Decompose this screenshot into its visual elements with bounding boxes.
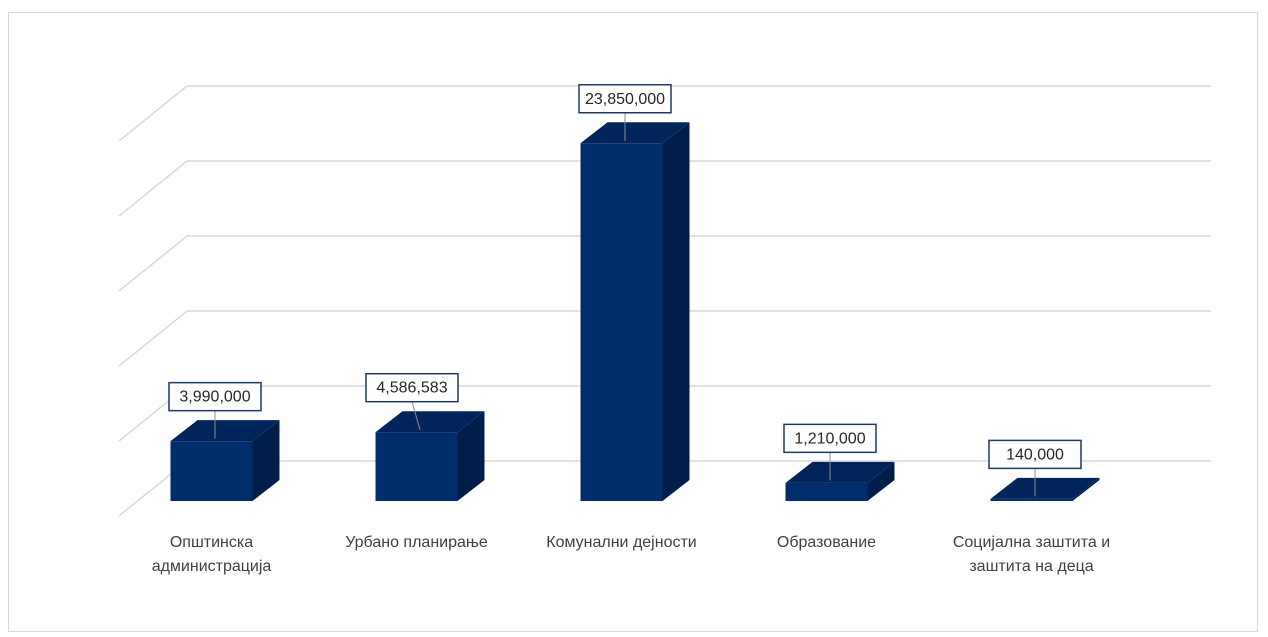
bar-front [580, 143, 663, 501]
data-label-box [988, 439, 1082, 470]
category-label: Урбано планирање [345, 534, 488, 551]
category-label: Општинска администрација [152, 534, 272, 575]
category-label: Образование [777, 534, 876, 551]
gridline-depth [118, 310, 188, 367]
bar [785, 461, 895, 501]
bar-chart: 3,990,000 4,586,583 23,850,000 1,210,000 140… [118, 84, 1211, 575]
bar-side [457, 411, 485, 501]
gridline-depth [118, 160, 188, 217]
bar-top [580, 122, 690, 144]
bar-top [990, 477, 1100, 499]
category-label: Комунални дејности [546, 534, 696, 551]
data-label-box [365, 372, 459, 403]
data-label-box [783, 423, 877, 454]
bar-front [170, 441, 253, 501]
category-label-line: Урбано планирање [345, 534, 488, 551]
data-label: 3,990,000 [168, 381, 262, 412]
data-label-value: 3,990,000 [179, 389, 250, 406]
chart-frame: 3,990,000 4,586,583 23,850,000 1,210,000 140… [8, 12, 1258, 632]
bar-top [170, 420, 280, 442]
data-label-box [578, 84, 672, 114]
leader-line [411, 401, 421, 430]
category-label-line: Образование [777, 534, 876, 551]
category-label: Социјална заштита и заштита на деца [953, 534, 1110, 575]
category-label-line: администрација [152, 558, 272, 575]
category-label-line: заштита на деца [969, 558, 1093, 575]
category-labels: Општинска администрација Урбано планирање К… [152, 534, 1110, 575]
leader-lines [214, 112, 1036, 497]
data-label-value: 140,000 [1006, 446, 1064, 463]
data-label-box [168, 381, 262, 412]
data-label-value: 4,586,583 [376, 380, 447, 397]
bar-front [990, 498, 1073, 501]
bar-front [375, 432, 458, 501]
gridlines [118, 85, 1211, 517]
bar [990, 477, 1100, 501]
bar-front [785, 482, 868, 501]
bars [170, 122, 1100, 501]
bar-side [662, 122, 690, 501]
data-label: 140,000 [988, 439, 1082, 470]
gridline-depth [118, 235, 188, 292]
bar [580, 122, 690, 501]
category-label-line: Општинска [170, 534, 253, 551]
data-label: 1,210,000 [783, 423, 877, 454]
data-label-value: 23,850,000 [585, 91, 665, 108]
bar-top [785, 461, 895, 483]
data-label-value: 1,210,000 [794, 430, 865, 447]
bar-side [867, 461, 895, 501]
data-labels: 3,990,000 4,586,583 23,850,000 1,210,000 140… [168, 84, 1082, 470]
bar-side [252, 420, 280, 501]
data-label: 4,586,583 [365, 372, 459, 403]
category-label-line: Комунални дејности [546, 534, 696, 551]
category-label-line: Социјална заштита и [953, 534, 1110, 551]
bar-top [375, 411, 485, 433]
gridline-depth [118, 85, 188, 142]
data-label: 23,850,000 [578, 84, 672, 114]
bar [170, 420, 280, 501]
bar [375, 411, 485, 501]
bar-side [1072, 477, 1100, 501]
